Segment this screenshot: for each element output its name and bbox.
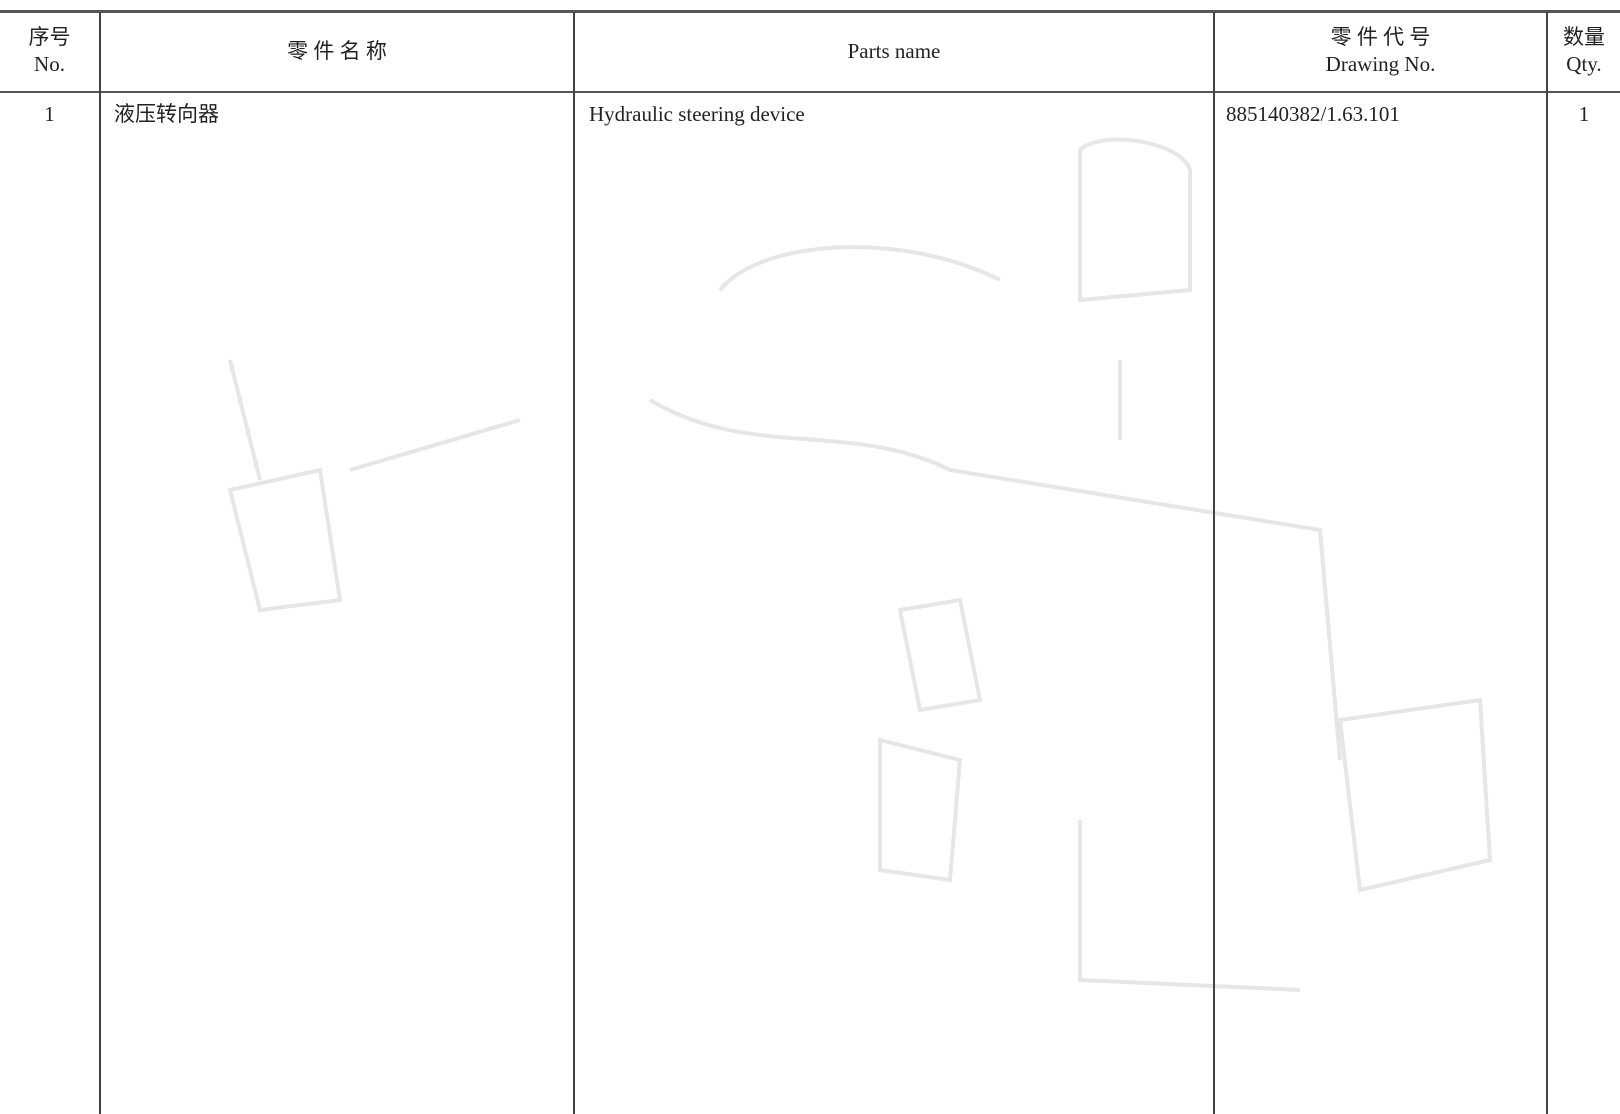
cell-name-zh: 液压转向器 (114, 102, 219, 126)
table-top-border (0, 10, 1620, 13)
header-bottom-border (0, 91, 1620, 93)
column-divider (99, 12, 101, 1114)
cell-qty: 1 (1578, 102, 1590, 126)
header-text: 序号 (28, 25, 71, 49)
header-qty: 数量 Qty. (1548, 24, 1620, 78)
header-text: Parts name (847, 39, 941, 63)
header-no: 序号 No. (0, 24, 99, 78)
header-text: 零 件 名 称 (287, 39, 387, 63)
cell-drawing-no: 885140382/1.63.101 (1226, 102, 1400, 126)
header-text: 零 件 代 号 (1330, 25, 1431, 49)
column-divider (573, 12, 575, 1114)
header-text: Drawing No. (1325, 52, 1436, 76)
column-divider (1546, 12, 1548, 1114)
column-divider (1213, 12, 1215, 1114)
header-text: No. (34, 52, 65, 76)
cell-no: 1 (44, 102, 55, 126)
header-text: 数量 (1563, 25, 1605, 49)
cell-name-en: Hydraulic steering device (589, 102, 805, 126)
header-drawing: 零 件 代 号 Drawing No. (1215, 24, 1546, 78)
header-text: Qty. (1566, 52, 1602, 76)
